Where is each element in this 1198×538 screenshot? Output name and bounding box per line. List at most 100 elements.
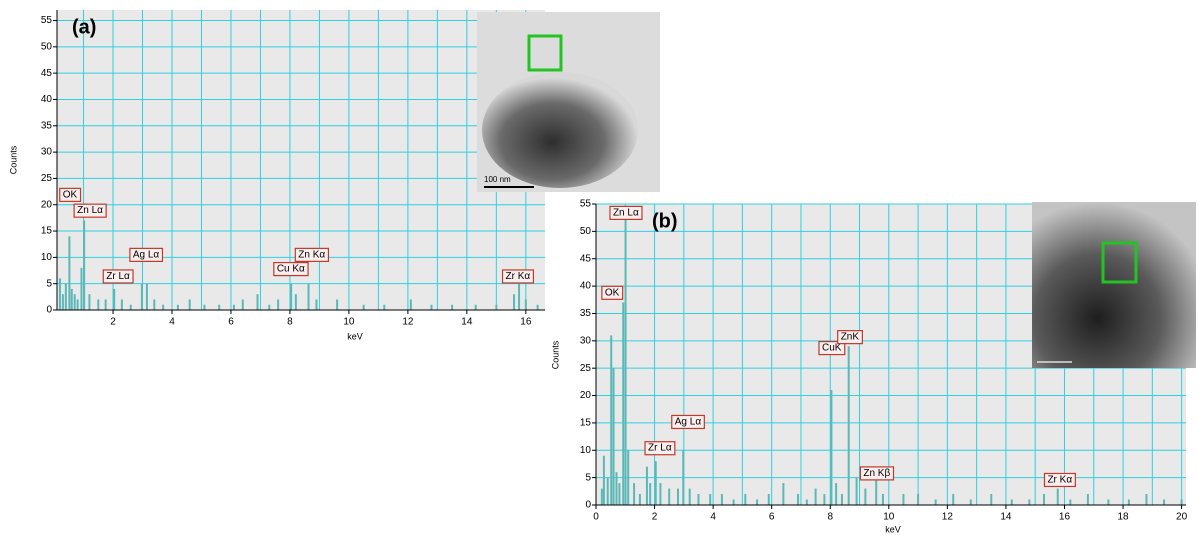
bar <box>536 304 539 310</box>
y-tick-label: 5 <box>46 278 52 289</box>
bar <box>268 304 271 310</box>
bar <box>645 466 648 505</box>
x-tick-label: 2 <box>110 317 116 328</box>
peak-label-text: Zn Lα <box>77 205 103 216</box>
y-tick-label: 10 <box>41 252 53 263</box>
peak-label-text: CuK <box>822 343 842 354</box>
x-tick-label: 12 <box>402 317 414 328</box>
peak-label: Zn Kα <box>294 247 330 262</box>
y-tick-label: 50 <box>41 41 53 52</box>
peak-label: OK <box>601 285 624 300</box>
peak-label-text: Ag Lα <box>133 249 160 260</box>
y-axis-label: Counts <box>550 340 560 369</box>
bar <box>1042 494 1045 505</box>
bar <box>162 304 165 310</box>
x-tick-label: 4 <box>169 317 175 328</box>
bar <box>513 294 516 310</box>
bar <box>97 299 100 310</box>
x-tick-label: 14 <box>1000 512 1012 523</box>
bar <box>917 494 920 505</box>
bar <box>1069 499 1072 505</box>
bar <box>256 294 259 310</box>
bar <box>232 304 235 310</box>
peak-label-box <box>501 269 535 284</box>
peak-label-box <box>73 203 107 218</box>
bar <box>864 488 867 505</box>
peak-label: ZnK <box>837 330 863 345</box>
bar <box>732 499 735 505</box>
bar <box>830 390 833 505</box>
peak-label: Zr Kα <box>1043 472 1076 488</box>
bar <box>823 494 826 505</box>
y-tick-label: 35 <box>580 308 592 319</box>
bar <box>797 494 800 505</box>
peak-label-text: Zr Kα <box>506 271 531 282</box>
y-tick-label: 30 <box>580 335 592 346</box>
bar <box>697 494 700 505</box>
bar <box>140 283 143 310</box>
peak-label: Ag Lα <box>671 414 705 430</box>
bar <box>782 483 785 505</box>
bar <box>682 450 685 505</box>
bar <box>600 488 603 505</box>
peak-label: Zr Kα <box>501 269 535 284</box>
bar <box>875 472 878 505</box>
bar <box>1127 499 1130 505</box>
x-tick-label: 14 <box>461 317 473 328</box>
peak-label-text: ZnK <box>841 332 860 343</box>
bar <box>88 294 91 310</box>
y-tick-label: 45 <box>41 68 53 79</box>
bar <box>952 494 955 505</box>
panel-label: (a) <box>72 16 96 38</box>
x-axis-label: keV <box>885 524 901 534</box>
bar <box>1163 499 1166 505</box>
y-tick-label: 45 <box>580 253 592 264</box>
x-tick-label: 20 <box>1176 512 1188 523</box>
inset-selection <box>527 34 563 72</box>
bar <box>840 494 843 505</box>
bar <box>80 267 83 310</box>
bar <box>744 494 747 505</box>
peak-label-box <box>609 205 643 220</box>
bar <box>153 299 156 310</box>
bar <box>756 499 759 505</box>
bar <box>610 335 613 505</box>
peak-label-text: Zn Kβ <box>863 468 890 479</box>
inset-a: 100 nm <box>477 12 660 192</box>
bar <box>969 499 972 505</box>
bar <box>383 304 386 310</box>
bar <box>307 283 310 310</box>
bar <box>70 288 73 310</box>
bar <box>129 304 132 310</box>
bar <box>64 283 67 310</box>
bar <box>218 304 221 310</box>
bar <box>668 488 671 505</box>
peak-label-text: Zn Lα <box>613 207 639 218</box>
y-tick-label: 35 <box>41 120 53 131</box>
bar <box>61 294 64 310</box>
bar <box>336 299 339 310</box>
x-tick-label: 6 <box>228 317 234 328</box>
bar <box>855 477 858 505</box>
bar <box>934 499 937 505</box>
bar <box>902 494 905 505</box>
peak-label-box <box>601 285 624 300</box>
bar <box>1010 499 1013 505</box>
x-tick-label: 12 <box>942 512 954 523</box>
bar <box>409 299 412 310</box>
bar <box>709 494 712 505</box>
y-tick-label: 55 <box>580 199 592 210</box>
bar <box>638 494 641 505</box>
inset-b <box>1032 202 1196 368</box>
y-tick-label: 25 <box>580 363 592 374</box>
y-tick-label: 10 <box>580 445 592 456</box>
bar <box>835 483 838 505</box>
bar <box>654 461 657 505</box>
panel-label: (b) <box>652 210 678 232</box>
bar <box>518 283 521 310</box>
bar <box>814 488 817 505</box>
bar <box>104 299 107 310</box>
peak-label: Zr Lα <box>644 441 676 456</box>
peak-label-box <box>818 340 846 356</box>
inset-selection <box>1101 241 1138 284</box>
